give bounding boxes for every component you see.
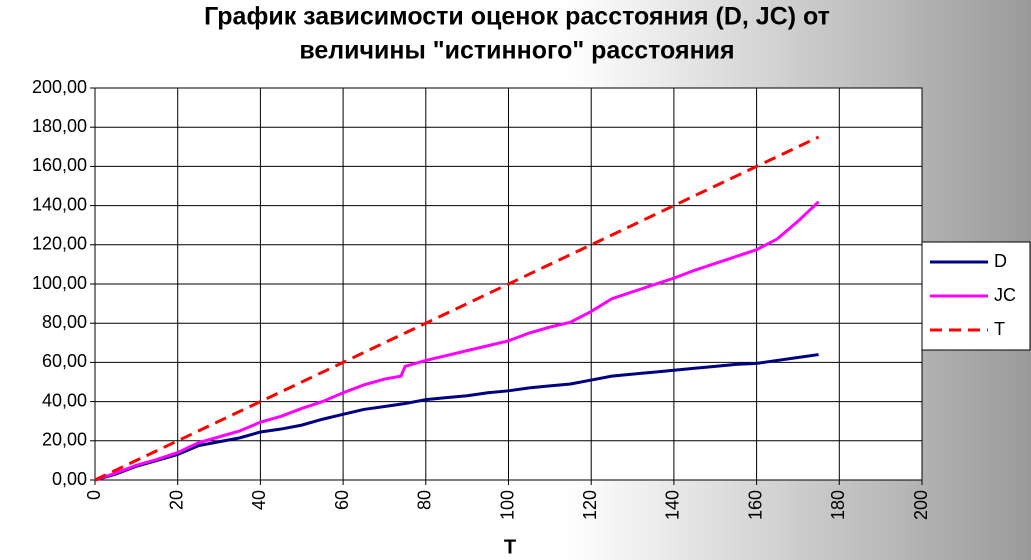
y-tick-label: 60,00 bbox=[42, 351, 87, 371]
line-series bbox=[94, 200, 820, 482]
x-tick-label: 80 bbox=[415, 490, 435, 510]
y-tick-label: 80,00 bbox=[42, 312, 87, 332]
legend-label: T bbox=[994, 319, 1005, 339]
x-tick-label: 140 bbox=[663, 490, 683, 520]
line-series bbox=[94, 135, 820, 482]
legend-label: D bbox=[994, 251, 1007, 271]
x-tick-label: 20 bbox=[166, 490, 186, 510]
y-tick-label: 140,00 bbox=[32, 194, 87, 214]
x-tick-label: 0 bbox=[84, 490, 104, 500]
x-tick-label: 200 bbox=[911, 490, 931, 520]
legend-label: JC bbox=[994, 285, 1016, 305]
y-tick-label: 100,00 bbox=[32, 273, 87, 293]
x-axis-label: T bbox=[504, 536, 516, 558]
y-tick-label: 120,00 bbox=[32, 234, 87, 254]
y-tick-label: 160,00 bbox=[32, 155, 87, 175]
y-tick-label: 180,00 bbox=[32, 116, 87, 136]
x-tick-label: 120 bbox=[580, 490, 600, 520]
x-tick-label: 100 bbox=[497, 490, 517, 520]
chart-title: величины "истинного" расстояния bbox=[299, 37, 734, 65]
y-tick-label: 0,00 bbox=[52, 469, 87, 489]
y-tick-label: 40,00 bbox=[42, 390, 87, 410]
x-tick-label: 60 bbox=[332, 490, 352, 510]
x-tick-label: 160 bbox=[745, 490, 765, 520]
x-tick-label: 180 bbox=[828, 490, 848, 520]
y-tick-label: 200,00 bbox=[32, 77, 87, 97]
chart-title: График зависимости оценок расстояния (D,… bbox=[204, 3, 830, 31]
y-tick-label: 20,00 bbox=[42, 430, 87, 450]
line-series bbox=[94, 353, 819, 482]
x-tick-label: 40 bbox=[249, 490, 269, 510]
